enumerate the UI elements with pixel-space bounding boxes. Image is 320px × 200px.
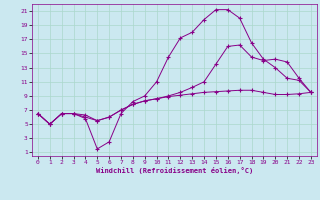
X-axis label: Windchill (Refroidissement éolien,°C): Windchill (Refroidissement éolien,°C) xyxy=(96,167,253,174)
